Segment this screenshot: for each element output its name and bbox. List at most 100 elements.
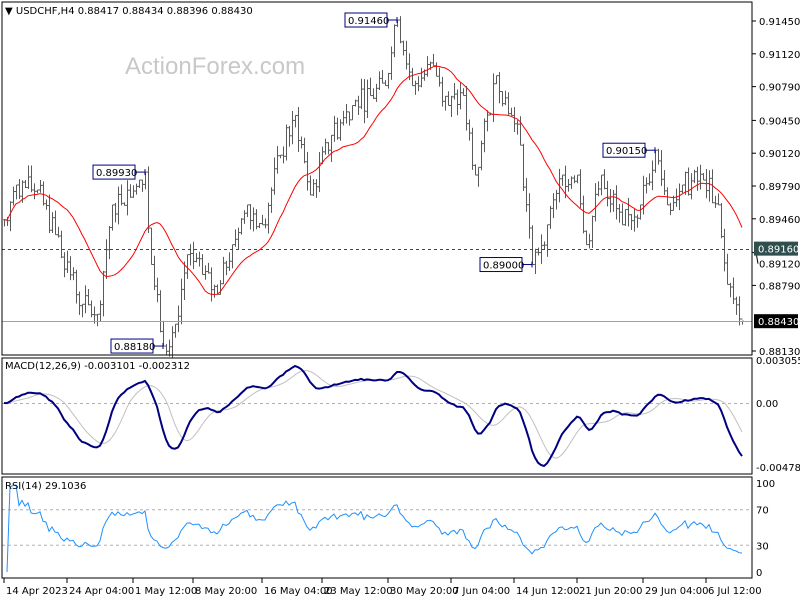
ohlc-bar xyxy=(474,164,477,176)
ohlc-bar xyxy=(735,296,738,315)
ohlc-bar xyxy=(639,204,642,220)
ohlc-bar xyxy=(9,201,12,232)
ohlc-bar xyxy=(402,40,405,56)
ohlc-bar xyxy=(654,149,657,173)
ohlc-bar xyxy=(615,185,618,220)
macd-pane-frame xyxy=(1,357,753,475)
ohlc-bar xyxy=(630,214,633,231)
ohlc-bar xyxy=(570,176,573,189)
ohlc-bar xyxy=(546,224,549,257)
ohlc-bar xyxy=(210,267,213,302)
ohlc-bar xyxy=(54,210,57,236)
ohlc-bar xyxy=(501,91,504,107)
ohlc-bar xyxy=(723,228,726,272)
annotation-box xyxy=(92,164,136,180)
ohlc-bar xyxy=(93,306,96,324)
rsi-y-label: 70 xyxy=(756,506,769,517)
y-tick-label: 0.89790 xyxy=(759,182,800,193)
ohlc-bar xyxy=(621,203,624,226)
ohlc-bar xyxy=(342,110,345,126)
annotation-box xyxy=(602,142,646,158)
ohlc-bar xyxy=(573,175,576,184)
ohlc-bar xyxy=(432,53,435,67)
ohlc-bar xyxy=(171,326,174,358)
ohlc-bar xyxy=(738,296,741,326)
ohlc-bar xyxy=(297,106,300,152)
ohlc-bar xyxy=(36,189,39,194)
price-bars xyxy=(3,16,744,358)
ohlc-bar xyxy=(288,125,291,147)
ohlc-bar xyxy=(540,234,543,264)
ohlc-bar xyxy=(126,180,129,216)
dropdown-triangle-icon[interactable]: ▼ xyxy=(5,6,16,17)
ohlc-bar xyxy=(282,146,285,164)
ohlc-bar xyxy=(318,152,321,193)
ohlc-bar xyxy=(264,218,267,229)
ohlc-bar xyxy=(717,193,720,206)
ohlc-bar xyxy=(165,343,168,355)
ohlc-bar xyxy=(141,179,144,192)
annotation-box xyxy=(344,12,388,28)
ohlc-bar xyxy=(243,210,246,224)
ohlc-bar xyxy=(51,212,54,234)
ohlc-bar xyxy=(453,82,456,100)
x-tick-label: 14 Apr 2023 xyxy=(6,586,68,597)
ohlc-bar xyxy=(270,187,273,213)
x-tick-label: 30 May 20:00 xyxy=(390,586,459,597)
ohlc-bar xyxy=(729,282,732,298)
ohlc-bar xyxy=(678,183,681,211)
ohlc-bar xyxy=(348,111,351,126)
price-label-box xyxy=(754,241,798,256)
ohlc-bar xyxy=(207,262,210,274)
ohlc-bar xyxy=(381,69,384,84)
moving-average-line xyxy=(3,65,743,295)
annotation-label: 0.91460 xyxy=(348,16,389,27)
ohlc-bar xyxy=(201,254,204,275)
ohlc-bar xyxy=(477,166,480,187)
ohlc-bar xyxy=(522,143,525,192)
ohlc-bar xyxy=(606,180,609,207)
ohlc-bar xyxy=(48,194,51,234)
ohlc-bar xyxy=(576,174,579,184)
ohlc-bar xyxy=(483,118,486,153)
ohlc-bar xyxy=(231,244,234,269)
ohlc-bar xyxy=(594,183,597,222)
ohlc-bar xyxy=(468,119,471,141)
macd-pane xyxy=(2,364,752,468)
x-tick-label: 7 Jun 04:00 xyxy=(453,586,510,597)
ohlc-bar xyxy=(549,205,552,229)
ohlc-bar xyxy=(78,291,81,315)
ohlc-bar xyxy=(699,164,702,190)
ohlc-bar xyxy=(450,95,453,118)
ohlc-bar xyxy=(567,179,570,192)
ohlc-bar xyxy=(414,80,417,95)
ohlc-bar xyxy=(555,189,558,210)
symbol-header: ▼ USDCHF,H4 0.88417 0.88434 0.88396 0.88… xyxy=(5,6,253,17)
ohlc-bar xyxy=(720,203,723,239)
ohlc-bar xyxy=(27,165,30,189)
ohlc-bar xyxy=(648,173,651,186)
ohlc-bar xyxy=(513,107,516,133)
ohlc-bar xyxy=(222,256,225,285)
ohlc-bar xyxy=(81,303,84,318)
ohlc-bar xyxy=(60,230,63,259)
ohlc-bar xyxy=(708,170,711,202)
ohlc-bar xyxy=(306,151,309,191)
ohlc-bar xyxy=(285,124,288,161)
ohlc-bar xyxy=(444,95,447,111)
ohlc-bar xyxy=(114,203,117,223)
ohlc-bar xyxy=(354,99,357,107)
ohlc-bar xyxy=(180,278,183,325)
ohlc-bar xyxy=(87,289,90,306)
ohlc-bar xyxy=(537,247,540,256)
ohlc-bar xyxy=(471,127,474,170)
ohlc-bar xyxy=(585,230,588,246)
ohlc-bar xyxy=(330,134,333,162)
ohlc-bar xyxy=(15,184,18,200)
ohlc-bar xyxy=(33,183,36,200)
ohlc-bar xyxy=(360,78,363,110)
macd-main-line xyxy=(3,364,743,468)
macd-title: MACD(12,26,9) -0.003101 -0.002312 xyxy=(5,361,190,372)
ohlc-bar xyxy=(378,71,381,91)
